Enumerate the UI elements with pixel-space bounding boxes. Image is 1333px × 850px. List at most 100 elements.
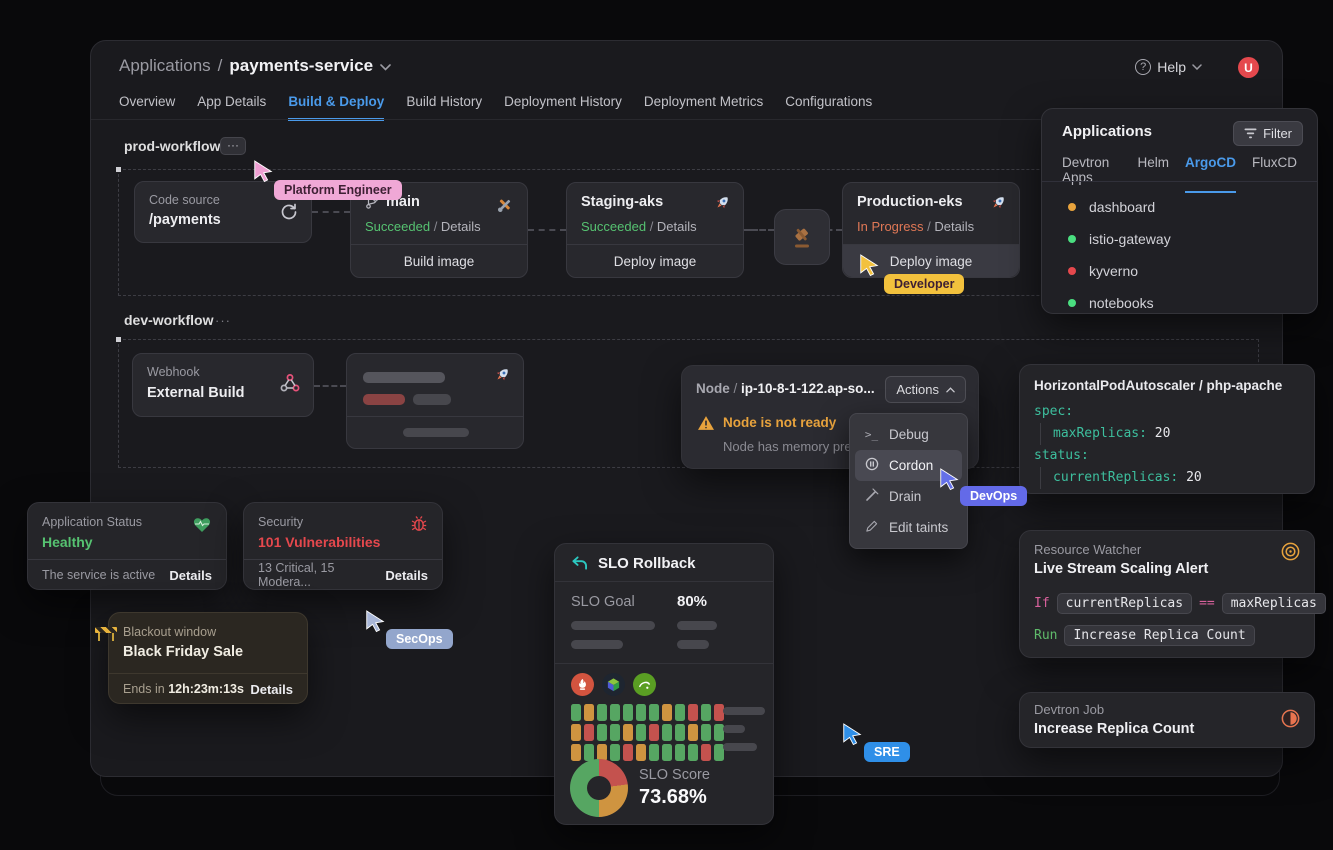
list-item-dashboard[interactable]: dashboard (1042, 191, 1317, 223)
filter-button[interactable]: Filter (1233, 121, 1303, 146)
tab-deployment-metrics[interactable]: Deployment Metrics (643, 94, 764, 109)
tab-app-details[interactable]: App Details (197, 94, 267, 109)
tab-fluxcd[interactable]: FluxCD (1251, 155, 1297, 170)
monitoring-logos (571, 673, 656, 696)
blackout-event-name: Black Friday Sale (123, 644, 244, 660)
terminal-icon: >_ (864, 428, 879, 441)
slo-score-donut (570, 759, 628, 817)
build-image-button[interactable]: Build image (351, 244, 527, 277)
status-details-link[interactable]: Details (169, 567, 212, 583)
watcher-condition-row: If currentReplicas == maxReplicas (1034, 593, 1326, 614)
tab-helm[interactable]: Helm (1137, 155, 1169, 170)
construction-barrier-icon (95, 626, 117, 641)
heatmap-cell (662, 724, 672, 741)
webhook-icon (280, 374, 300, 392)
hpa-title: HorizontalPodAutoscaler / php-apache (1034, 378, 1283, 393)
heatmap-cell (610, 744, 620, 761)
rocket-icon (716, 197, 728, 209)
heatmap-cell (688, 724, 698, 741)
prod-workflow-menu-button[interactable]: ··· (220, 137, 246, 155)
skeleton-bar (413, 394, 451, 405)
heatmap-cell (636, 704, 646, 721)
actions-button[interactable]: Actions (885, 376, 966, 403)
build-details-link[interactable]: Details (440, 219, 481, 234)
cursor-sre (843, 723, 862, 746)
staging-details-link[interactable]: Details (656, 219, 697, 234)
divider (109, 673, 307, 674)
webhook-card[interactable]: Webhook External Build (132, 353, 314, 417)
heatmap-cell (571, 704, 581, 721)
chevron-down-icon[interactable] (380, 56, 391, 76)
avatar[interactable]: U (1238, 57, 1259, 78)
menu-item-drain[interactable]: Drain (855, 481, 962, 512)
node-kind: Node (696, 381, 730, 396)
skeleton-bar (723, 707, 765, 715)
tab-argocd[interactable]: ArgoCD (1184, 155, 1236, 193)
skeleton-bar (571, 640, 623, 649)
list-item-kyverno[interactable]: kyverno (1042, 255, 1317, 287)
health-status: Healthy (42, 534, 93, 550)
devtron-job-panel: Devtron Job Increase Replica Count (1019, 692, 1315, 748)
blackout-details-link[interactable]: Details (250, 681, 293, 697)
skeleton-pipeline-card (346, 353, 524, 449)
list-item-istio-gateway[interactable]: istio-gateway (1042, 223, 1317, 255)
tab-deployment-history[interactable]: Deployment History (504, 94, 622, 109)
condition-right-chip[interactable]: maxReplicas (1221, 593, 1326, 614)
tab-build-deploy[interactable]: Build & Deploy (288, 94, 385, 121)
cursor-developer (860, 254, 879, 277)
slo-heatmap (571, 704, 724, 764)
divider (347, 416, 523, 417)
code-source-card[interactable]: Code source /payments (134, 181, 312, 243)
breadcrumb-root[interactable]: Applications (119, 56, 211, 75)
slo-rollback-panel: SLO Rollback SLO Goal 80% SLO Score 73.6… (554, 543, 774, 825)
heatmap-cell (701, 744, 711, 761)
pause-circle-icon (864, 457, 879, 474)
breadcrumb: Applications / payments-service (119, 56, 391, 76)
skeleton-bar (723, 725, 745, 733)
menu-item-edit-taints[interactable]: Edit taints (855, 512, 962, 543)
menu-item-debug[interactable]: >_ Debug (864, 427, 929, 442)
heatmap-cell (714, 724, 724, 741)
help-menu[interactable]: ? Help (1135, 59, 1202, 75)
dev-workflow-menu-button[interactable]: ··· (215, 313, 231, 328)
heatmap-cell (597, 704, 607, 721)
hpa-panel: HorizontalPodAutoscaler / php-apache spe… (1019, 364, 1315, 494)
skeleton-bar (571, 621, 655, 630)
skeleton-bar (677, 621, 717, 630)
staging-pipeline-card[interactable]: Staging-aks Succeeded / Details Deploy i… (566, 182, 744, 278)
watcher-alert-name: Live Stream Scaling Alert (1034, 561, 1209, 577)
cube-logo-icon (602, 673, 625, 696)
role-tag-devops: DevOps (960, 486, 1028, 506)
tab-devtron-apps[interactable]: Devtron Apps (1062, 155, 1110, 185)
connector-line (312, 211, 350, 213)
status-footer-text: The service is active (42, 568, 156, 582)
production-status: In Progress (857, 219, 924, 234)
apps-panel-tabs: Devtron Apps Helm ArgoCD FluxCD (1042, 155, 1317, 193)
tab-configurations[interactable]: Configurations (785, 94, 873, 109)
dev-workflow-title: dev-workflow (124, 312, 214, 328)
webhook-name: External Build (147, 385, 245, 401)
production-details-link[interactable]: Details (934, 219, 975, 234)
sync-icon (281, 203, 297, 220)
warning-icon (698, 416, 714, 430)
run-action-chip[interactable]: Increase Replica Count (1064, 625, 1255, 646)
condition-left-chip[interactable]: currentReplicas (1056, 593, 1193, 614)
tab-build-history[interactable]: Build History (406, 94, 483, 109)
heatmap-cell (649, 724, 659, 741)
status-dot (1068, 267, 1076, 275)
status-dot (1068, 235, 1076, 243)
staging-status: Succeeded (581, 219, 647, 234)
tab-overview[interactable]: Overview (119, 94, 176, 109)
security-details-link[interactable]: Details (385, 567, 428, 583)
page-title: payments-service (229, 56, 374, 75)
blackout-window-card: Blackout window Black Friday Sale Ends i… (95, 612, 308, 704)
approval-gate[interactable] (774, 209, 830, 265)
code-source-path: /payments (149, 212, 221, 228)
chevron-up-icon (946, 386, 955, 392)
watcher-target-icon (1281, 542, 1300, 561)
heatmap-cell (636, 744, 646, 761)
divider (555, 663, 773, 664)
staging-deploy-button[interactable]: Deploy image (567, 244, 743, 277)
staging-env-name: Staging-aks (581, 194, 664, 210)
list-item-notebooks[interactable]: notebooks (1042, 287, 1317, 319)
